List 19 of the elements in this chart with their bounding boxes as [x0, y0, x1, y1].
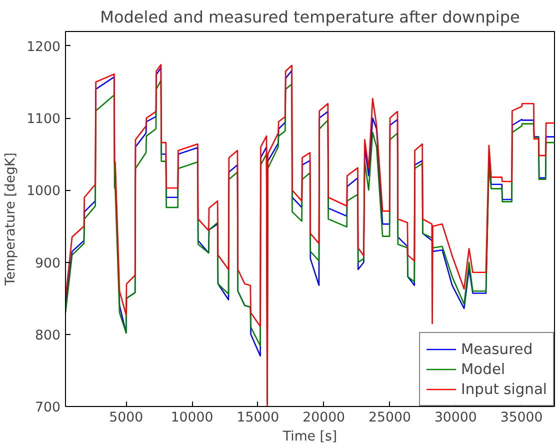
y-axis-title: Temperature [degK] [4, 152, 19, 286]
y-tick-label: 900 [35, 256, 61, 272]
x-tick-label: 5000 [109, 410, 144, 426]
x-tick-label: 15000 [236, 410, 280, 426]
y-tick-label: 1000 [26, 184, 61, 200]
legend-label: Input signal [461, 380, 547, 398]
x-tick-label: 20000 [302, 410, 346, 426]
y-tick-label: 1200 [26, 40, 61, 55]
x-tick-label: 25000 [368, 410, 411, 426]
y-tick-label: 800 [35, 328, 61, 344]
x-axis-title: Time [s] [282, 430, 338, 444]
x-tick-label: 35000 [500, 410, 543, 426]
y-tick-label: 1100 [26, 112, 61, 128]
x-tick-label: 30000 [434, 410, 477, 426]
legend-label: Measured [461, 340, 533, 358]
chart-title: Modeled and measured temperature after downpipe [100, 8, 520, 26]
y-tick-label: 700 [35, 400, 61, 416]
legend-label: Model [461, 360, 506, 378]
x-tick-label: 10000 [170, 410, 214, 426]
